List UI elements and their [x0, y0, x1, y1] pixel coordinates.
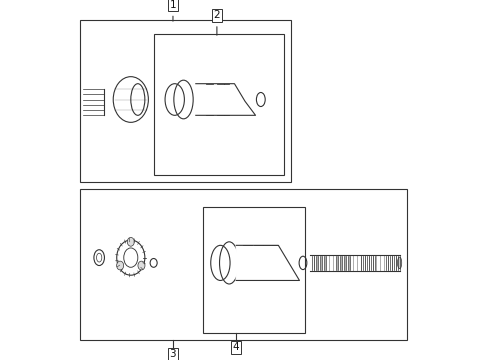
Ellipse shape: [127, 238, 134, 246]
Text: 4: 4: [233, 342, 240, 352]
Bar: [80, 189, 407, 340]
Ellipse shape: [117, 261, 123, 270]
Text: 1: 1: [170, 0, 176, 10]
Text: 3: 3: [170, 349, 176, 359]
Text: 2: 2: [214, 10, 220, 20]
Bar: [80, 21, 291, 182]
Bar: [154, 35, 284, 175]
Polygon shape: [196, 84, 256, 115]
Polygon shape: [236, 245, 299, 280]
Ellipse shape: [397, 257, 402, 269]
Ellipse shape: [138, 261, 145, 270]
Bar: [203, 207, 305, 333]
